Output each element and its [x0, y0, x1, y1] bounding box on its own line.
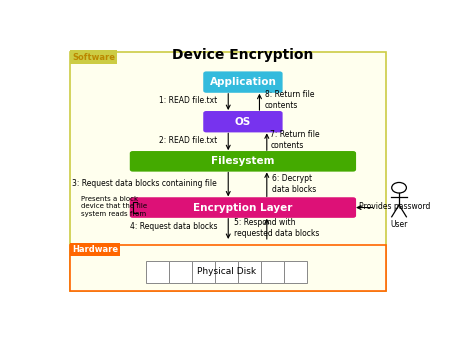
Text: 3: Request data blocks containing file: 3: Request data blocks containing file — [73, 179, 217, 188]
Text: Encryption Layer: Encryption Layer — [193, 203, 292, 213]
Text: 6: Decrypt
data blocks: 6: Decrypt data blocks — [272, 174, 316, 194]
Bar — [70, 52, 386, 291]
Text: Device Encryption: Device Encryption — [172, 48, 314, 62]
Bar — [238, 261, 261, 283]
Bar — [261, 261, 284, 283]
FancyBboxPatch shape — [203, 111, 283, 132]
Text: Physical Disk: Physical Disk — [197, 268, 256, 276]
FancyBboxPatch shape — [203, 71, 283, 93]
Text: Presents a block
device that the file
system reads from: Presents a block device that the file sy… — [82, 196, 147, 217]
FancyBboxPatch shape — [130, 197, 356, 218]
Text: 2: READ file.txt: 2: READ file.txt — [159, 136, 217, 145]
Text: Filesystem: Filesystem — [211, 156, 274, 166]
Text: Software: Software — [72, 52, 115, 61]
Text: 5: Respond with
requested data blocks: 5: Respond with requested data blocks — [234, 218, 319, 238]
Text: 4: Request data blocks: 4: Request data blocks — [130, 222, 217, 231]
Text: 8: Return file
contents: 8: Return file contents — [265, 90, 314, 110]
Bar — [215, 261, 238, 283]
Text: Hardware: Hardware — [72, 245, 118, 254]
Bar — [192, 261, 215, 283]
FancyBboxPatch shape — [130, 151, 356, 172]
Text: User: User — [391, 220, 408, 229]
Text: 7: Return file
contents: 7: Return file contents — [271, 130, 320, 150]
Text: 1: READ file.txt: 1: READ file.txt — [159, 96, 217, 105]
Text: Provides password: Provides password — [359, 202, 430, 211]
Text: OS: OS — [235, 117, 251, 127]
Bar — [284, 261, 307, 283]
Bar — [146, 261, 169, 283]
Bar — [70, 245, 386, 291]
Bar — [169, 261, 192, 283]
Text: Application: Application — [210, 77, 276, 87]
